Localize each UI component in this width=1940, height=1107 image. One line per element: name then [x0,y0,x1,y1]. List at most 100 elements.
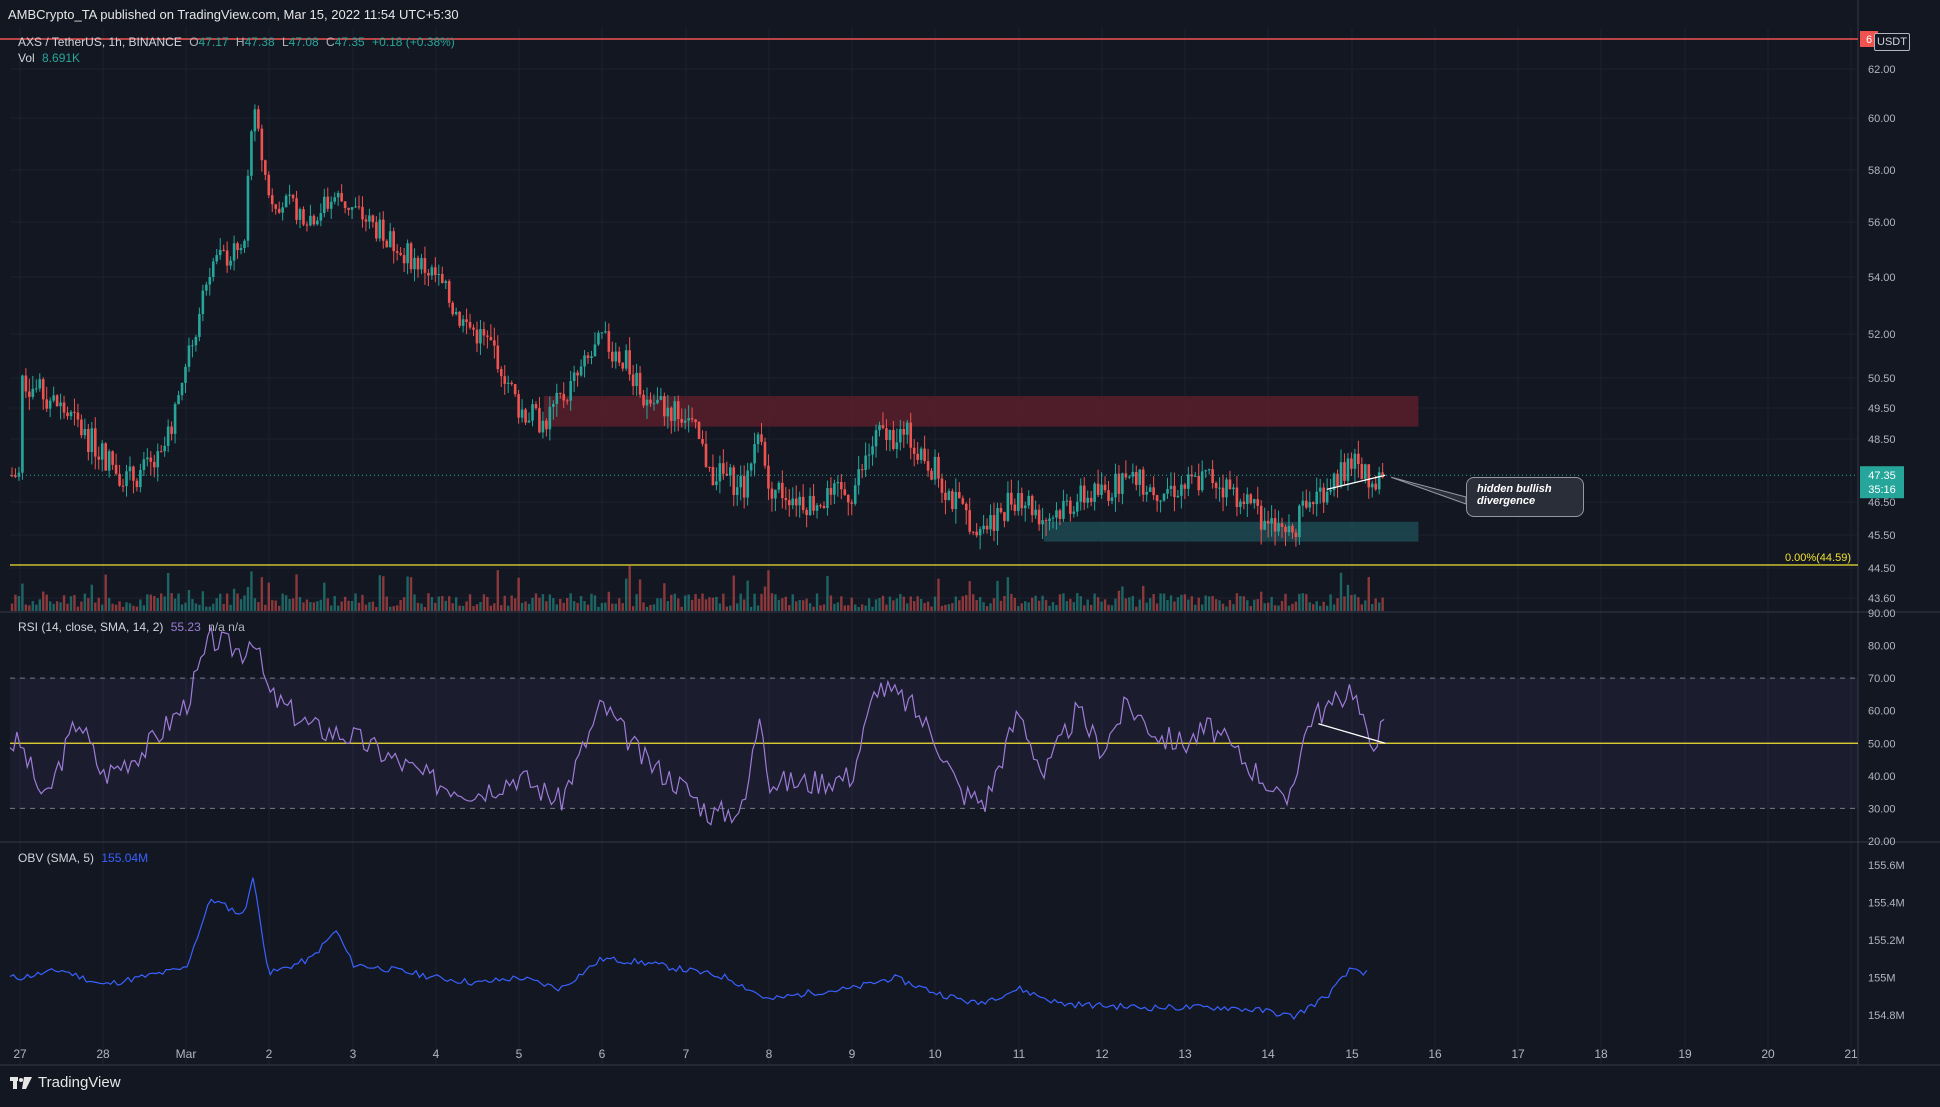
candle-body [1263,520,1266,530]
candle-body [83,428,87,436]
candle-body [604,331,607,333]
volume-bar [659,598,663,611]
volume-bar [1041,595,1044,611]
volume-bar [375,606,378,611]
volume-bar [1190,596,1193,611]
divergence-callout: hidden bullish divergence [1466,477,1584,517]
publisher-line: AMBCrypto_TA published on TradingView.co… [8,7,459,22]
candle-body [232,243,236,261]
volume-bar [482,594,486,611]
symbol-label[interactable]: AXS / TetherUS, 1h, BINANCE [18,35,182,49]
candle-body [912,447,916,454]
candle-body [1350,458,1353,469]
candle-body [66,412,69,417]
obv-label[interactable]: OBV (SMA, 5) [18,851,95,865]
volume-bar [1117,590,1121,611]
volume-bar [895,598,899,611]
volume-bar [656,598,659,611]
candle-body [690,418,694,420]
volume-bar [1030,597,1034,611]
volume-bar [434,602,437,611]
candle-body [1180,484,1183,496]
volume-bar [1083,605,1086,611]
volume-bar [1003,595,1006,611]
volume-bar [83,593,87,611]
candle-body [1284,526,1287,533]
close-label: C [326,35,335,49]
candle-body [1030,495,1034,516]
volume-bar [1044,600,1048,611]
volume-bar [690,599,694,611]
volume-bar [1100,601,1103,611]
volume-bar [1110,605,1114,611]
volume-bar [1107,604,1110,611]
volume-bar [1103,599,1107,611]
volume-bar [340,601,343,611]
candle-body [722,463,725,474]
volume-bar [42,591,45,611]
candle-body [253,109,257,132]
tradingview-brand[interactable]: TradingView [10,1074,121,1091]
volume-bar [538,597,541,611]
candle-body [55,395,59,407]
volume-bar [1318,605,1322,611]
grid-layer [0,0,1940,1066]
candle-body [978,529,982,536]
volume-bar [978,597,982,611]
candle-body [565,400,569,402]
candle-body [1280,523,1284,527]
candle-body [21,375,24,473]
candle-body [767,465,770,489]
rsi-tick-label: 80.00 [1868,641,1896,653]
candle-body [180,382,184,396]
volume-bar [1225,606,1228,611]
rsi-label[interactable]: RSI (14, close, SMA, 14, 2) [18,620,164,634]
candle-body [1037,509,1041,525]
candle-body [1228,479,1232,490]
candle-body [659,396,663,400]
volume-bar [1298,593,1301,611]
candle-body [1249,494,1253,504]
candle-body [1325,491,1329,503]
volume-bar [1353,594,1357,611]
candle-body [198,314,201,337]
volume-bar [756,605,760,611]
volume-bar [142,605,146,611]
volume-label[interactable]: Vol [18,51,35,65]
volume-bar [336,605,340,611]
currency-tag[interactable]: USDT [1874,33,1910,51]
candle-body [270,195,274,205]
volume-bar [454,597,458,611]
volume-bar [368,602,371,611]
volume-bar [687,594,690,611]
volume-bar [441,595,444,611]
candle-body [919,448,923,460]
candle-body [649,399,652,404]
volume-bar [645,606,649,611]
candle-body [815,505,819,511]
candle-body [1256,499,1260,506]
rsi-tick-label: 40.00 [1868,771,1896,783]
candle-body [375,222,378,239]
volume-bar [1253,599,1256,611]
volume-layer [10,565,1384,611]
volume-bar [1148,598,1152,611]
volume-bar [1138,599,1141,611]
candle-body [472,327,475,330]
volume-bar [677,598,680,611]
volume-bar [611,603,614,611]
volume-bar [777,599,781,611]
volume-bar [805,598,808,611]
candle-body [218,249,222,256]
candle-body [784,498,788,501]
candle-body [964,503,968,511]
volume-bar [857,606,860,611]
volume-bar [21,583,24,611]
candle-body [652,403,656,405]
volume-bar [1207,596,1211,611]
volume-bar [1339,572,1343,611]
candle-body [184,366,187,383]
candle-body [826,488,829,508]
